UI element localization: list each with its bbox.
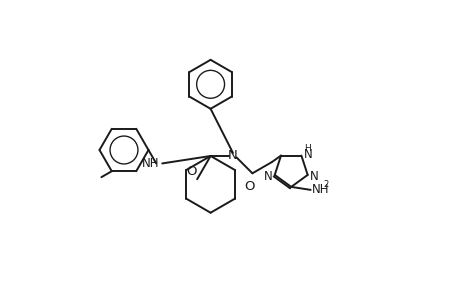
Text: NH: NH [312, 183, 329, 196]
Text: N: N [303, 148, 312, 160]
Text: O: O [244, 180, 254, 193]
Text: NH: NH [141, 157, 159, 170]
Text: 2: 2 [323, 180, 328, 189]
Text: N: N [228, 149, 237, 163]
Text: N: N [309, 170, 318, 183]
Text: N: N [263, 170, 272, 183]
Text: O: O [186, 165, 196, 178]
Text: H: H [304, 144, 311, 153]
